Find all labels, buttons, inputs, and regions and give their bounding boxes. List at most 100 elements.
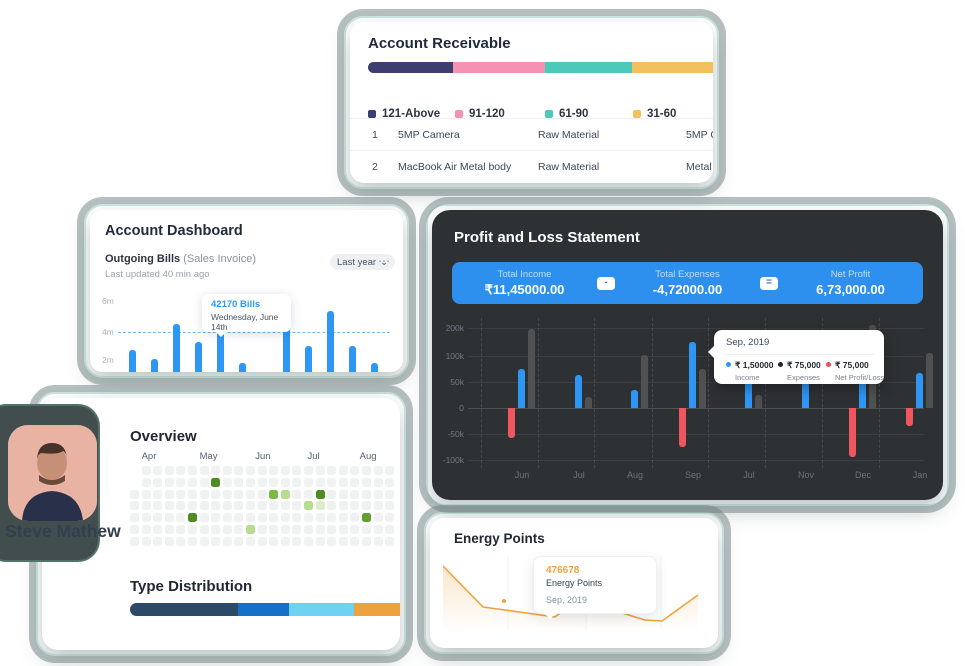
- heatmap-cell[interactable]: [350, 466, 360, 475]
- heatmap-cell-active[interactable]: [246, 525, 255, 534]
- range-select[interactable]: Last year ⌄: [330, 254, 396, 270]
- heatmap-cell[interactable]: [176, 513, 186, 523]
- heatmap-cell[interactable]: [315, 513, 325, 523]
- heatmap-cell[interactable]: [164, 501, 174, 511]
- heatmap-cell[interactable]: [327, 536, 337, 546]
- heatmap-cell[interactable]: [222, 513, 232, 523]
- heatmap-cell[interactable]: [338, 466, 348, 475]
- heatmap-cell[interactable]: [350, 477, 360, 487]
- heatmap-cell[interactable]: [338, 489, 348, 499]
- heatmap-cell[interactable]: [222, 501, 232, 511]
- bill-bar[interactable]: [349, 346, 356, 372]
- heatmap-cell[interactable]: [176, 466, 186, 475]
- heatmap-cell[interactable]: [373, 525, 383, 534]
- heatmap-cell[interactable]: [362, 489, 371, 499]
- heatmap-cell[interactable]: [141, 525, 151, 534]
- heatmap-cell[interactable]: [338, 513, 348, 523]
- heatmap-cell[interactable]: [222, 536, 232, 546]
- heatmap-cell[interactable]: [362, 536, 371, 546]
- heatmap-cell[interactable]: [176, 536, 186, 546]
- heatmap-cell-active[interactable]: [280, 489, 290, 499]
- heatmap-cell[interactable]: [327, 501, 337, 511]
- heatmap-cell[interactable]: [164, 489, 174, 499]
- heatmap-cell[interactable]: [373, 501, 383, 511]
- heatmap-cell[interactable]: [222, 489, 232, 499]
- heatmap-cell[interactable]: [164, 466, 174, 475]
- bill-bar[interactable]: [195, 342, 202, 372]
- heatmap-cell[interactable]: [315, 466, 325, 475]
- heatmap-cell[interactable]: [269, 501, 279, 511]
- heatmap-cell[interactable]: [234, 525, 244, 534]
- heatmap-cell[interactable]: [130, 489, 139, 499]
- heatmap-cell[interactable]: [304, 466, 313, 475]
- heatmap-cell[interactable]: [234, 536, 244, 546]
- heatmap-cell[interactable]: [257, 536, 267, 546]
- heatmap-cell[interactable]: [130, 525, 139, 534]
- heatmap-cell[interactable]: [246, 477, 255, 487]
- heatmap-cell[interactable]: [199, 477, 209, 487]
- heatmap-cell[interactable]: [246, 489, 255, 499]
- data-point-marker[interactable]: [502, 599, 506, 603]
- heatmap-cell[interactable]: [153, 513, 163, 523]
- bill-bar[interactable]: [239, 363, 246, 372]
- heatmap-cell[interactable]: [130, 501, 139, 511]
- heatmap-cell[interactable]: [141, 513, 151, 523]
- heatmap-cell[interactable]: [385, 501, 395, 511]
- heatmap-cell[interactable]: [373, 477, 383, 487]
- heatmap-cell-active[interactable]: [211, 477, 221, 487]
- expenses-bar[interactable]: [755, 395, 762, 408]
- heatmap-cell[interactable]: [176, 501, 186, 511]
- heatmap-cell[interactable]: [373, 513, 383, 523]
- income-bar[interactable]: [802, 382, 809, 408]
- heatmap-cell[interactable]: [211, 501, 221, 511]
- heatmap-cell[interactable]: [234, 513, 244, 523]
- heatmap-cell[interactable]: [234, 501, 244, 511]
- heatmap-cell[interactable]: [304, 513, 313, 523]
- heatmap-cell[interactable]: [164, 513, 174, 523]
- user-avatar[interactable]: [8, 425, 97, 521]
- heatmap-cell[interactable]: [211, 489, 221, 499]
- bill-bar[interactable]: [173, 324, 180, 372]
- heatmap-cell[interactable]: [280, 501, 290, 511]
- heatmap-cell[interactable]: [164, 525, 174, 534]
- heatmap-cell[interactable]: [153, 501, 163, 511]
- heatmap-cell[interactable]: [304, 536, 313, 546]
- heatmap-cell[interactable]: [141, 489, 151, 499]
- heatmap-cell[interactable]: [304, 477, 313, 487]
- heatmap-cell[interactable]: [385, 477, 395, 487]
- heatmap-cell[interactable]: [257, 489, 267, 499]
- heatmap-cell[interactable]: [141, 501, 151, 511]
- heatmap-cell[interactable]: [164, 536, 174, 546]
- heatmap-cell[interactable]: [188, 525, 197, 534]
- heatmap-cell[interactable]: [269, 466, 279, 475]
- heatmap-cell[interactable]: [280, 525, 290, 534]
- heatmap-cell[interactable]: [234, 489, 244, 499]
- income-bar[interactable]: [689, 342, 696, 408]
- bill-bar[interactable]: [283, 328, 290, 372]
- heatmap-cell[interactable]: [373, 466, 383, 475]
- heatmap-cell[interactable]: [211, 513, 221, 523]
- heatmap-cell[interactable]: [338, 477, 348, 487]
- heatmap-cell-active[interactable]: [315, 489, 325, 499]
- heatmap-cell[interactable]: [153, 489, 163, 499]
- heatmap-cell-active[interactable]: [362, 513, 371, 523]
- heatmap-cell[interactable]: [199, 466, 209, 475]
- heatmap-cell[interactable]: [373, 536, 383, 546]
- heatmap-cell[interactable]: [338, 501, 348, 511]
- expenses-bar[interactable]: [528, 329, 535, 408]
- heatmap-cell[interactable]: [269, 477, 279, 487]
- income-bar[interactable]: [916, 372, 923, 408]
- net-profit-loss-bar[interactable]: [508, 408, 515, 439]
- heatmap-cell[interactable]: [350, 489, 360, 499]
- heatmap-cell[interactable]: [362, 501, 371, 511]
- expenses-bar[interactable]: [926, 353, 933, 408]
- heatmap-cell[interactable]: [292, 501, 302, 511]
- heatmap-cell[interactable]: [222, 466, 232, 475]
- table-row[interactable]: 2 MacBook Air Metal body Raw Material Metal…: [350, 150, 713, 182]
- heatmap-cell[interactable]: [199, 501, 209, 511]
- heatmap-cell[interactable]: [280, 466, 290, 475]
- heatmap-cell[interactable]: [234, 477, 244, 487]
- heatmap-cell[interactable]: [327, 513, 337, 523]
- heatmap-cell[interactable]: [153, 477, 163, 487]
- heatmap-cell[interactable]: [199, 513, 209, 523]
